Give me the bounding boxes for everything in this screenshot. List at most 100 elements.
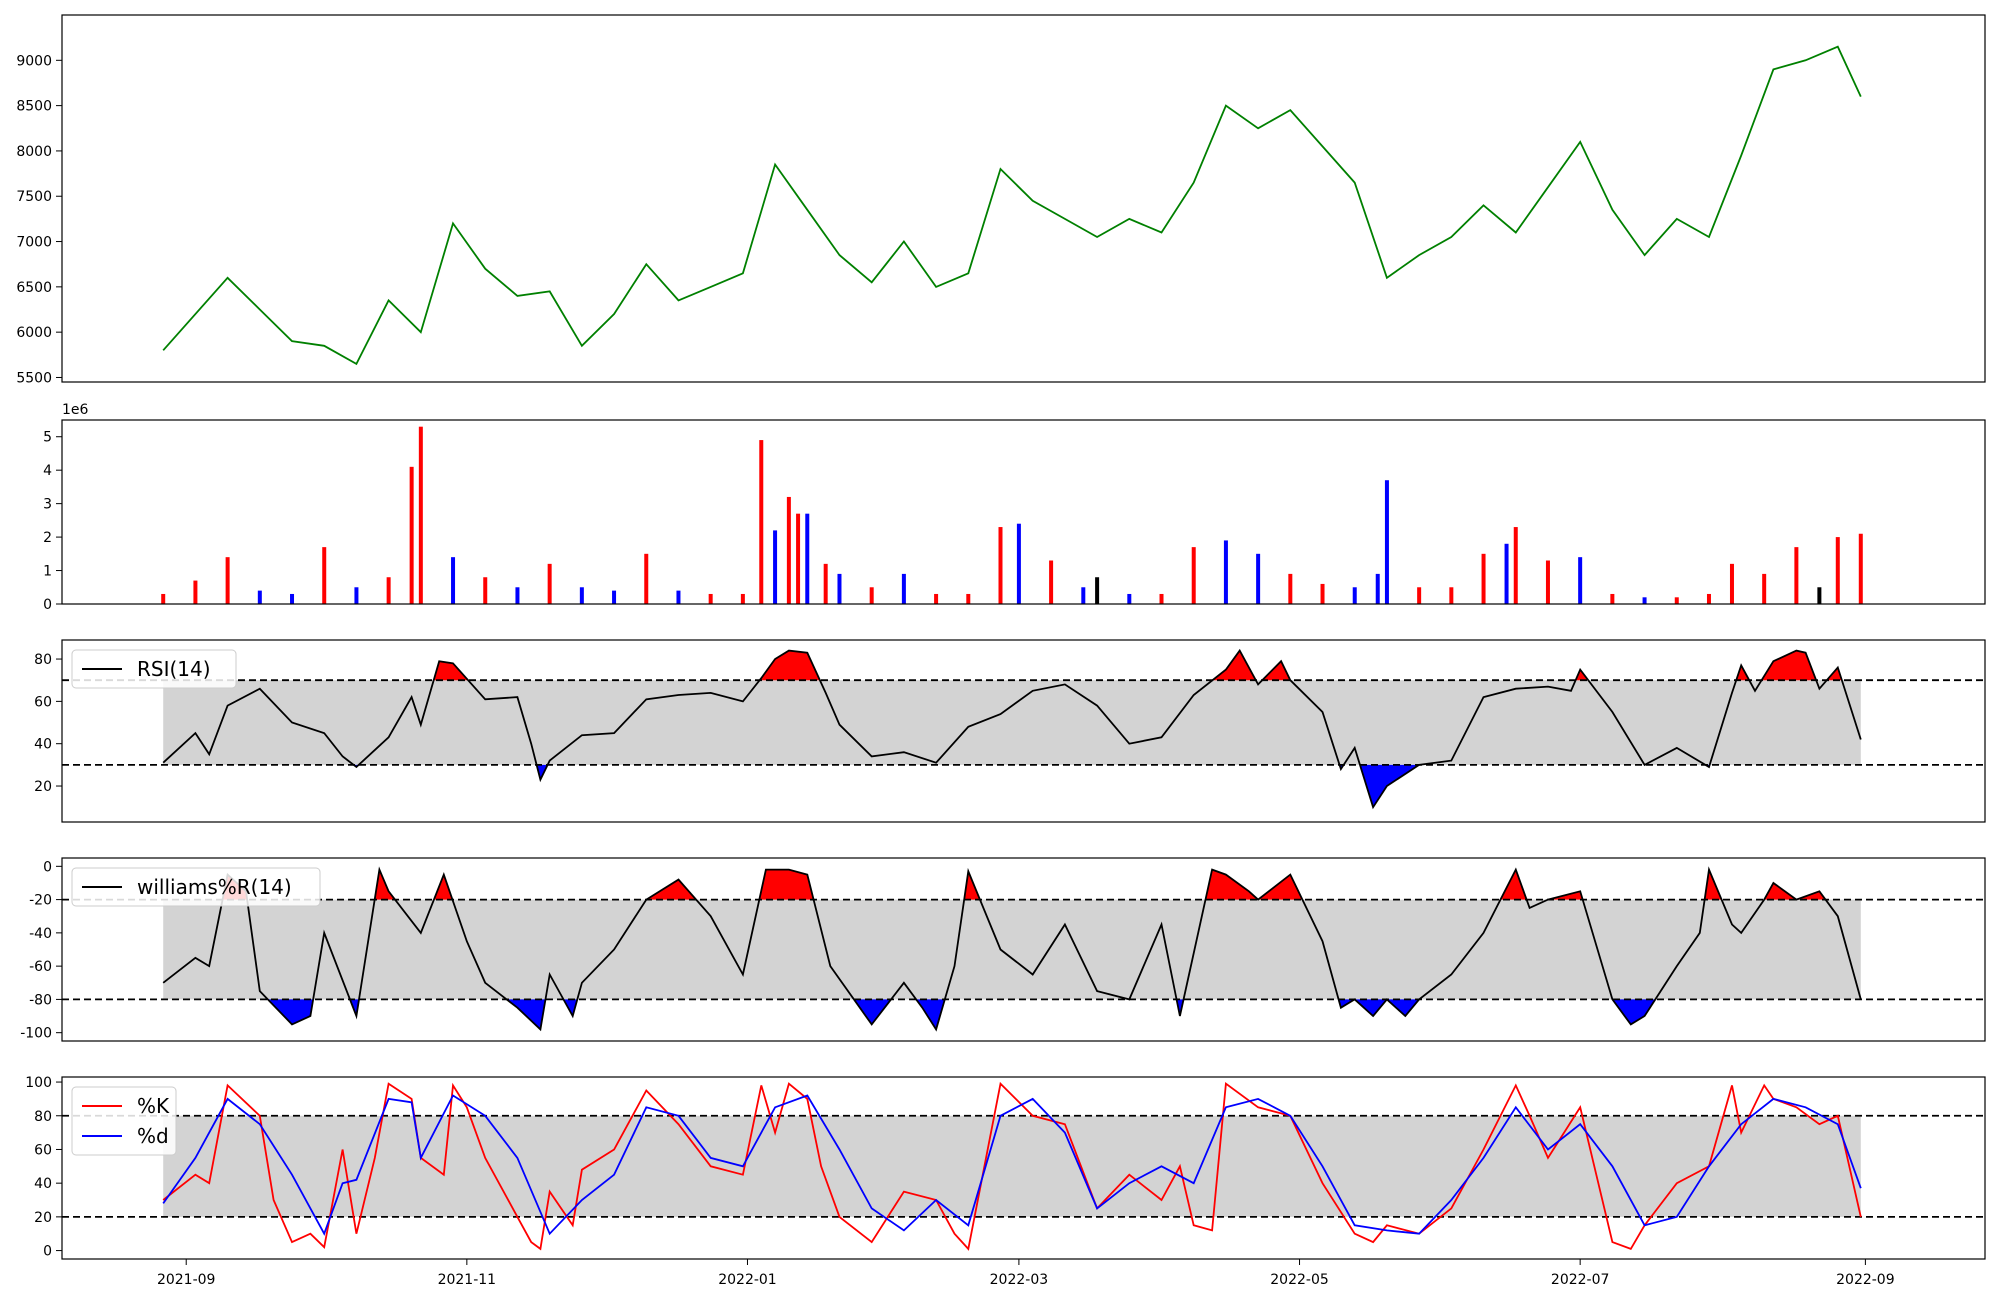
williams-oversold-fill [1354, 999, 1387, 1016]
volume-bar [1223, 540, 1228, 604]
williams-frame [61, 857, 1986, 1042]
price-ytick-label: 8500 [16, 99, 52, 115]
williams-ytick-label: -40 [29, 926, 52, 942]
volume-bar [451, 557, 456, 604]
volume-bar [740, 593, 745, 604]
volume-bar [1858, 533, 1863, 604]
volume-bar [1375, 573, 1380, 604]
volume-frame [61, 419, 1986, 605]
volume-bar [1794, 547, 1799, 604]
volume-bar [1817, 587, 1822, 604]
volume-bar [1504, 543, 1509, 604]
volume-ytick-label: 3 [43, 497, 52, 513]
williams-legend [71, 867, 321, 907]
williams-ytick-label: -80 [29, 992, 52, 1008]
williams-oversold-fill [853, 999, 891, 1025]
volume-ytick-label: 0 [43, 597, 52, 613]
rsi-overbought-fill [1575, 669, 1589, 681]
williams-oversold-fill [1386, 999, 1420, 1016]
volume-bar [1352, 587, 1357, 604]
williams-overbought-fill [1764, 883, 1797, 900]
volume-ytick-label: 1 [43, 564, 52, 580]
x-tick-label: 2021-11 [438, 1272, 497, 1288]
volume-bar [1159, 593, 1164, 604]
volume-bar [759, 440, 764, 604]
rsi-overbought-fill [433, 661, 469, 681]
price-ytick-label: 6500 [16, 280, 52, 296]
rsi-ytick-label: 40 [34, 737, 52, 753]
volume-bar [1384, 480, 1389, 604]
volume-bar [998, 527, 1003, 604]
rsi-ytick-label: 20 [34, 779, 52, 795]
volume-bar [547, 563, 552, 604]
williams-overbought-fill [1704, 869, 1722, 900]
volume-bar [786, 496, 791, 604]
stochastic-frame [61, 1076, 1986, 1260]
volume-bar [837, 573, 842, 604]
volume-bar [1049, 560, 1054, 604]
volume-scale-label: 1e6 [62, 402, 89, 418]
volume-bar [409, 466, 414, 604]
price-ytick-label: 8000 [16, 144, 52, 160]
volume-bar [386, 577, 391, 604]
williams-band [163, 899, 1861, 1000]
x-tick-label: 2022-07 [1551, 1272, 1610, 1288]
volume-bar [1095, 577, 1100, 604]
williams-line [162, 866, 1862, 1032]
volume-bar [1191, 547, 1196, 604]
williams-ytick-label: 0 [43, 859, 52, 875]
stochastic-legend-label: %d [137, 1124, 169, 1148]
volume-bar [1256, 553, 1261, 604]
stochastic-ytick-label: 60 [34, 1142, 52, 1158]
rsi-oversold-fill [1360, 764, 1420, 808]
price-ytick-label: 9000 [16, 53, 52, 69]
volume-bar [1081, 587, 1086, 604]
volume-bar [1610, 593, 1615, 604]
volume-bar [161, 593, 166, 604]
volume-bar [515, 587, 520, 604]
williams-oversold-fill [267, 999, 314, 1025]
price-ytick-label: 6000 [16, 325, 52, 341]
rsi-ytick-label: 60 [34, 694, 52, 710]
volume-bar [579, 587, 584, 604]
volume-bar [1288, 573, 1293, 604]
williams-overbought-fill [1258, 874, 1303, 900]
volume-bar [290, 593, 295, 604]
stochastic-ytick-label: 40 [34, 1176, 52, 1192]
volume-bar [1835, 537, 1840, 604]
volume-bar [1729, 563, 1734, 604]
volume-bar [1578, 557, 1583, 604]
rsi-frame [61, 639, 1986, 823]
price-panel: 5500 6000 6500 7000 7500 8000 8500 9000 [16, 14, 1986, 386]
volume-bar [805, 513, 810, 604]
rsi-band [163, 680, 1861, 765]
x-tick-label: 2022-09 [1836, 1272, 1895, 1288]
price-ytick-label: 5500 [16, 370, 52, 386]
volume-bar [773, 530, 778, 604]
x-tick-label: 2022-03 [990, 1272, 1049, 1288]
williams-overbought-fill [434, 874, 453, 900]
volume-bar [354, 587, 359, 604]
volume-bar [966, 593, 971, 604]
stochastic-ytick-label: 100 [25, 1075, 52, 1091]
volume-bar [483, 577, 488, 604]
volume-bar [823, 563, 828, 604]
volume-bar [257, 590, 262, 604]
volume-bar [1513, 527, 1518, 604]
volume-bar [869, 587, 874, 604]
stochastic-series-1-line [162, 1094, 1862, 1236]
rsi-legend [71, 649, 237, 689]
volume-bar [676, 590, 681, 604]
price-frame [61, 14, 1986, 383]
rsi-ytick-label: 80 [34, 652, 52, 668]
price-ytick-label: 7000 [16, 235, 52, 251]
volume-ytick-label: 4 [43, 463, 52, 479]
stochastic-ytick-label: 0 [43, 1244, 52, 1260]
volume-bar [1706, 593, 1711, 604]
williams-panel: 0 -20 -40 -60 -80 -100 williams%R(14) [20, 857, 1986, 1042]
rsi-overbought-fill [1761, 650, 1817, 681]
volume-bar [934, 593, 939, 604]
x-axis: 2021-09 2021-11 2022-01 2022-03 2022-05 2022-… [157, 1259, 1895, 1288]
